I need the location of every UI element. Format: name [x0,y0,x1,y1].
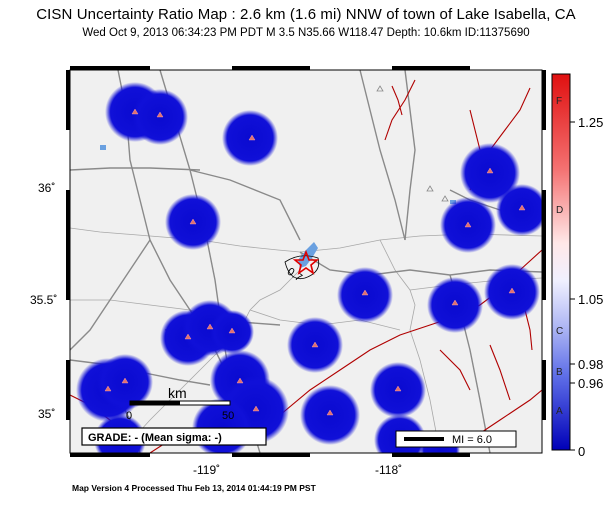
lon-tick-119: -119˚ [193,463,220,477]
map-version-footer: Map Version 4 Processed Thu Feb 13, 2014… [72,483,316,493]
scale-bar: km 0 50 [126,385,234,422]
grade-label: GRADE: - (Mean sigma: -) [88,432,222,444]
colorbar-tick-0-98: 0.98 [578,357,603,372]
grade-a: A [556,406,563,417]
lat-tick-35: 35˚ [38,407,55,421]
lat-tick-36: 36˚ [38,181,55,195]
lon-tick-118: -118˚ [375,463,402,477]
scale-bar-unit: km [168,385,187,401]
colorbar-tick-0: 0 [578,444,585,459]
mi-label: MI = 6.0 [452,434,492,446]
colorbar-tick-0-96: 0.96 [578,376,603,391]
grade-f: F [556,96,562,107]
epicenter-star-icon [292,249,320,275]
map-frame [66,66,546,457]
inactive-stations [376,85,449,202]
grade-d: D [556,205,563,216]
colorbar-tick-1-25: 1.25 [578,115,603,130]
station-markers [104,108,526,442]
scale-bar-end: 50 [222,410,234,422]
mi-legend: MI = 6.0 [395,430,517,448]
colorbar-tick-1-05: 1.05 [578,292,603,307]
scale-bar-start: 0 [126,410,132,422]
grade-c: C [556,326,563,337]
lat-tick-35-5: 35.5˚ [30,293,57,307]
event-info: Wed Oct 9, 2013 06:34:23 PM PDT M 3.5 N3… [82,27,530,39]
colorbar: F D C B A 1.25 1.05 0.98 0.96 0 [551,73,603,459]
page-title: CISN Uncertainty Ratio Map : 2.6 km (1.6… [36,6,576,23]
grade-box: GRADE: - (Mean sigma: -) [81,427,267,446]
grade-b: B [556,367,563,378]
